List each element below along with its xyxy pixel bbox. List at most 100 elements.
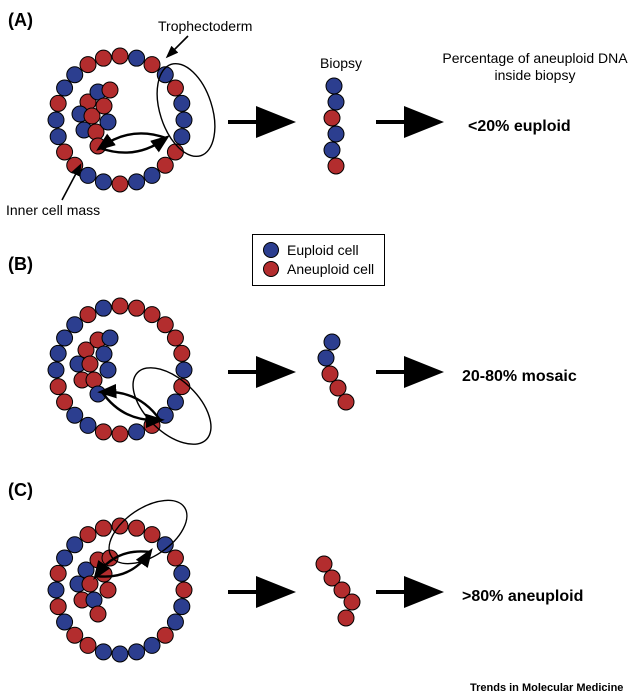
legend-row-aneuploid: Aneuploid cell xyxy=(263,260,374,279)
cell xyxy=(86,592,102,608)
cell xyxy=(167,80,183,96)
cell xyxy=(100,362,116,378)
percentage-header-line2: inside biopsy xyxy=(495,67,576,83)
cell xyxy=(129,424,145,440)
legend-swatch-euploid xyxy=(263,242,279,258)
cell xyxy=(322,366,338,382)
inner-cell-mass-label: Inner cell mass xyxy=(6,202,100,218)
cell xyxy=(57,550,73,566)
cell xyxy=(174,565,190,581)
cell xyxy=(96,346,112,362)
credit-text: Trends in Molecular Medicine xyxy=(470,682,623,694)
percentage-header: Percentage of aneuploid DNA inside biops… xyxy=(435,50,635,84)
cell xyxy=(80,527,96,543)
cell xyxy=(167,550,183,566)
cell xyxy=(316,556,332,572)
cell xyxy=(174,345,190,361)
cell xyxy=(174,599,190,615)
cell xyxy=(129,644,145,660)
cell xyxy=(86,372,102,388)
cell xyxy=(129,174,145,190)
cell xyxy=(112,298,128,314)
cell xyxy=(326,78,342,94)
cell xyxy=(90,606,106,622)
cell xyxy=(67,157,83,173)
result-b: 20-80% mosaic xyxy=(462,368,577,386)
callout-arrow xyxy=(168,36,188,56)
cell xyxy=(328,94,344,110)
cell xyxy=(57,394,73,410)
cell xyxy=(328,158,344,174)
cell xyxy=(129,50,145,66)
cell xyxy=(157,67,173,83)
cell xyxy=(67,67,83,83)
cell xyxy=(57,330,73,346)
cell xyxy=(324,334,340,350)
cell xyxy=(167,394,183,410)
cell xyxy=(50,379,66,395)
cell xyxy=(338,610,354,626)
legend-swatch-aneuploid xyxy=(263,261,279,277)
legend-row-euploid: Euploid cell xyxy=(263,241,374,260)
cell xyxy=(95,50,111,66)
cell xyxy=(102,330,118,346)
legend: Euploid cell Aneuploid cell xyxy=(252,234,385,286)
cell xyxy=(80,57,96,73)
cell xyxy=(57,80,73,96)
cell xyxy=(157,317,173,333)
result-a: <20% euploid xyxy=(468,118,571,136)
percentage-header-line1: Percentage of aneuploid DNA xyxy=(442,50,627,66)
cell xyxy=(129,300,145,316)
panel-label-b: (B) xyxy=(8,254,33,275)
cell xyxy=(176,112,192,128)
cell xyxy=(129,520,145,536)
cell xyxy=(67,537,83,553)
cell xyxy=(324,142,340,158)
cell xyxy=(174,129,190,145)
result-c: >80% aneuploid xyxy=(462,588,583,606)
cell xyxy=(57,144,73,160)
cell xyxy=(80,637,96,653)
cell xyxy=(67,407,83,423)
cell xyxy=(50,599,66,615)
cell xyxy=(157,157,173,173)
cell xyxy=(95,300,111,316)
cell xyxy=(50,95,66,111)
cell xyxy=(144,527,160,543)
cell xyxy=(174,95,190,111)
cell xyxy=(144,57,160,73)
cell xyxy=(95,644,111,660)
cell xyxy=(167,330,183,346)
cell xyxy=(318,350,334,366)
cell xyxy=(67,317,83,333)
exchange-arrow xyxy=(100,138,166,153)
legend-label-aneuploid: Aneuploid cell xyxy=(287,260,374,279)
cell xyxy=(82,576,98,592)
cell xyxy=(80,417,96,433)
cell xyxy=(102,82,118,98)
cell xyxy=(100,114,116,130)
cell xyxy=(112,48,128,64)
panel-label-c: (C) xyxy=(8,480,33,501)
cell xyxy=(328,126,344,142)
trophectoderm-label: Trophectoderm xyxy=(158,18,252,34)
cell xyxy=(67,627,83,643)
cell xyxy=(48,362,64,378)
cell xyxy=(100,582,116,598)
cell xyxy=(50,345,66,361)
cell xyxy=(80,167,96,183)
cell xyxy=(96,98,112,114)
cell xyxy=(112,646,128,662)
panel-label-a: (A) xyxy=(8,10,33,31)
cell xyxy=(112,426,128,442)
cell xyxy=(95,174,111,190)
cell xyxy=(176,362,192,378)
cell xyxy=(167,614,183,630)
cell xyxy=(144,307,160,323)
cell xyxy=(50,129,66,145)
cell xyxy=(344,594,360,610)
cell xyxy=(157,627,173,643)
cell xyxy=(112,176,128,192)
cell xyxy=(50,565,66,581)
cell xyxy=(324,110,340,126)
